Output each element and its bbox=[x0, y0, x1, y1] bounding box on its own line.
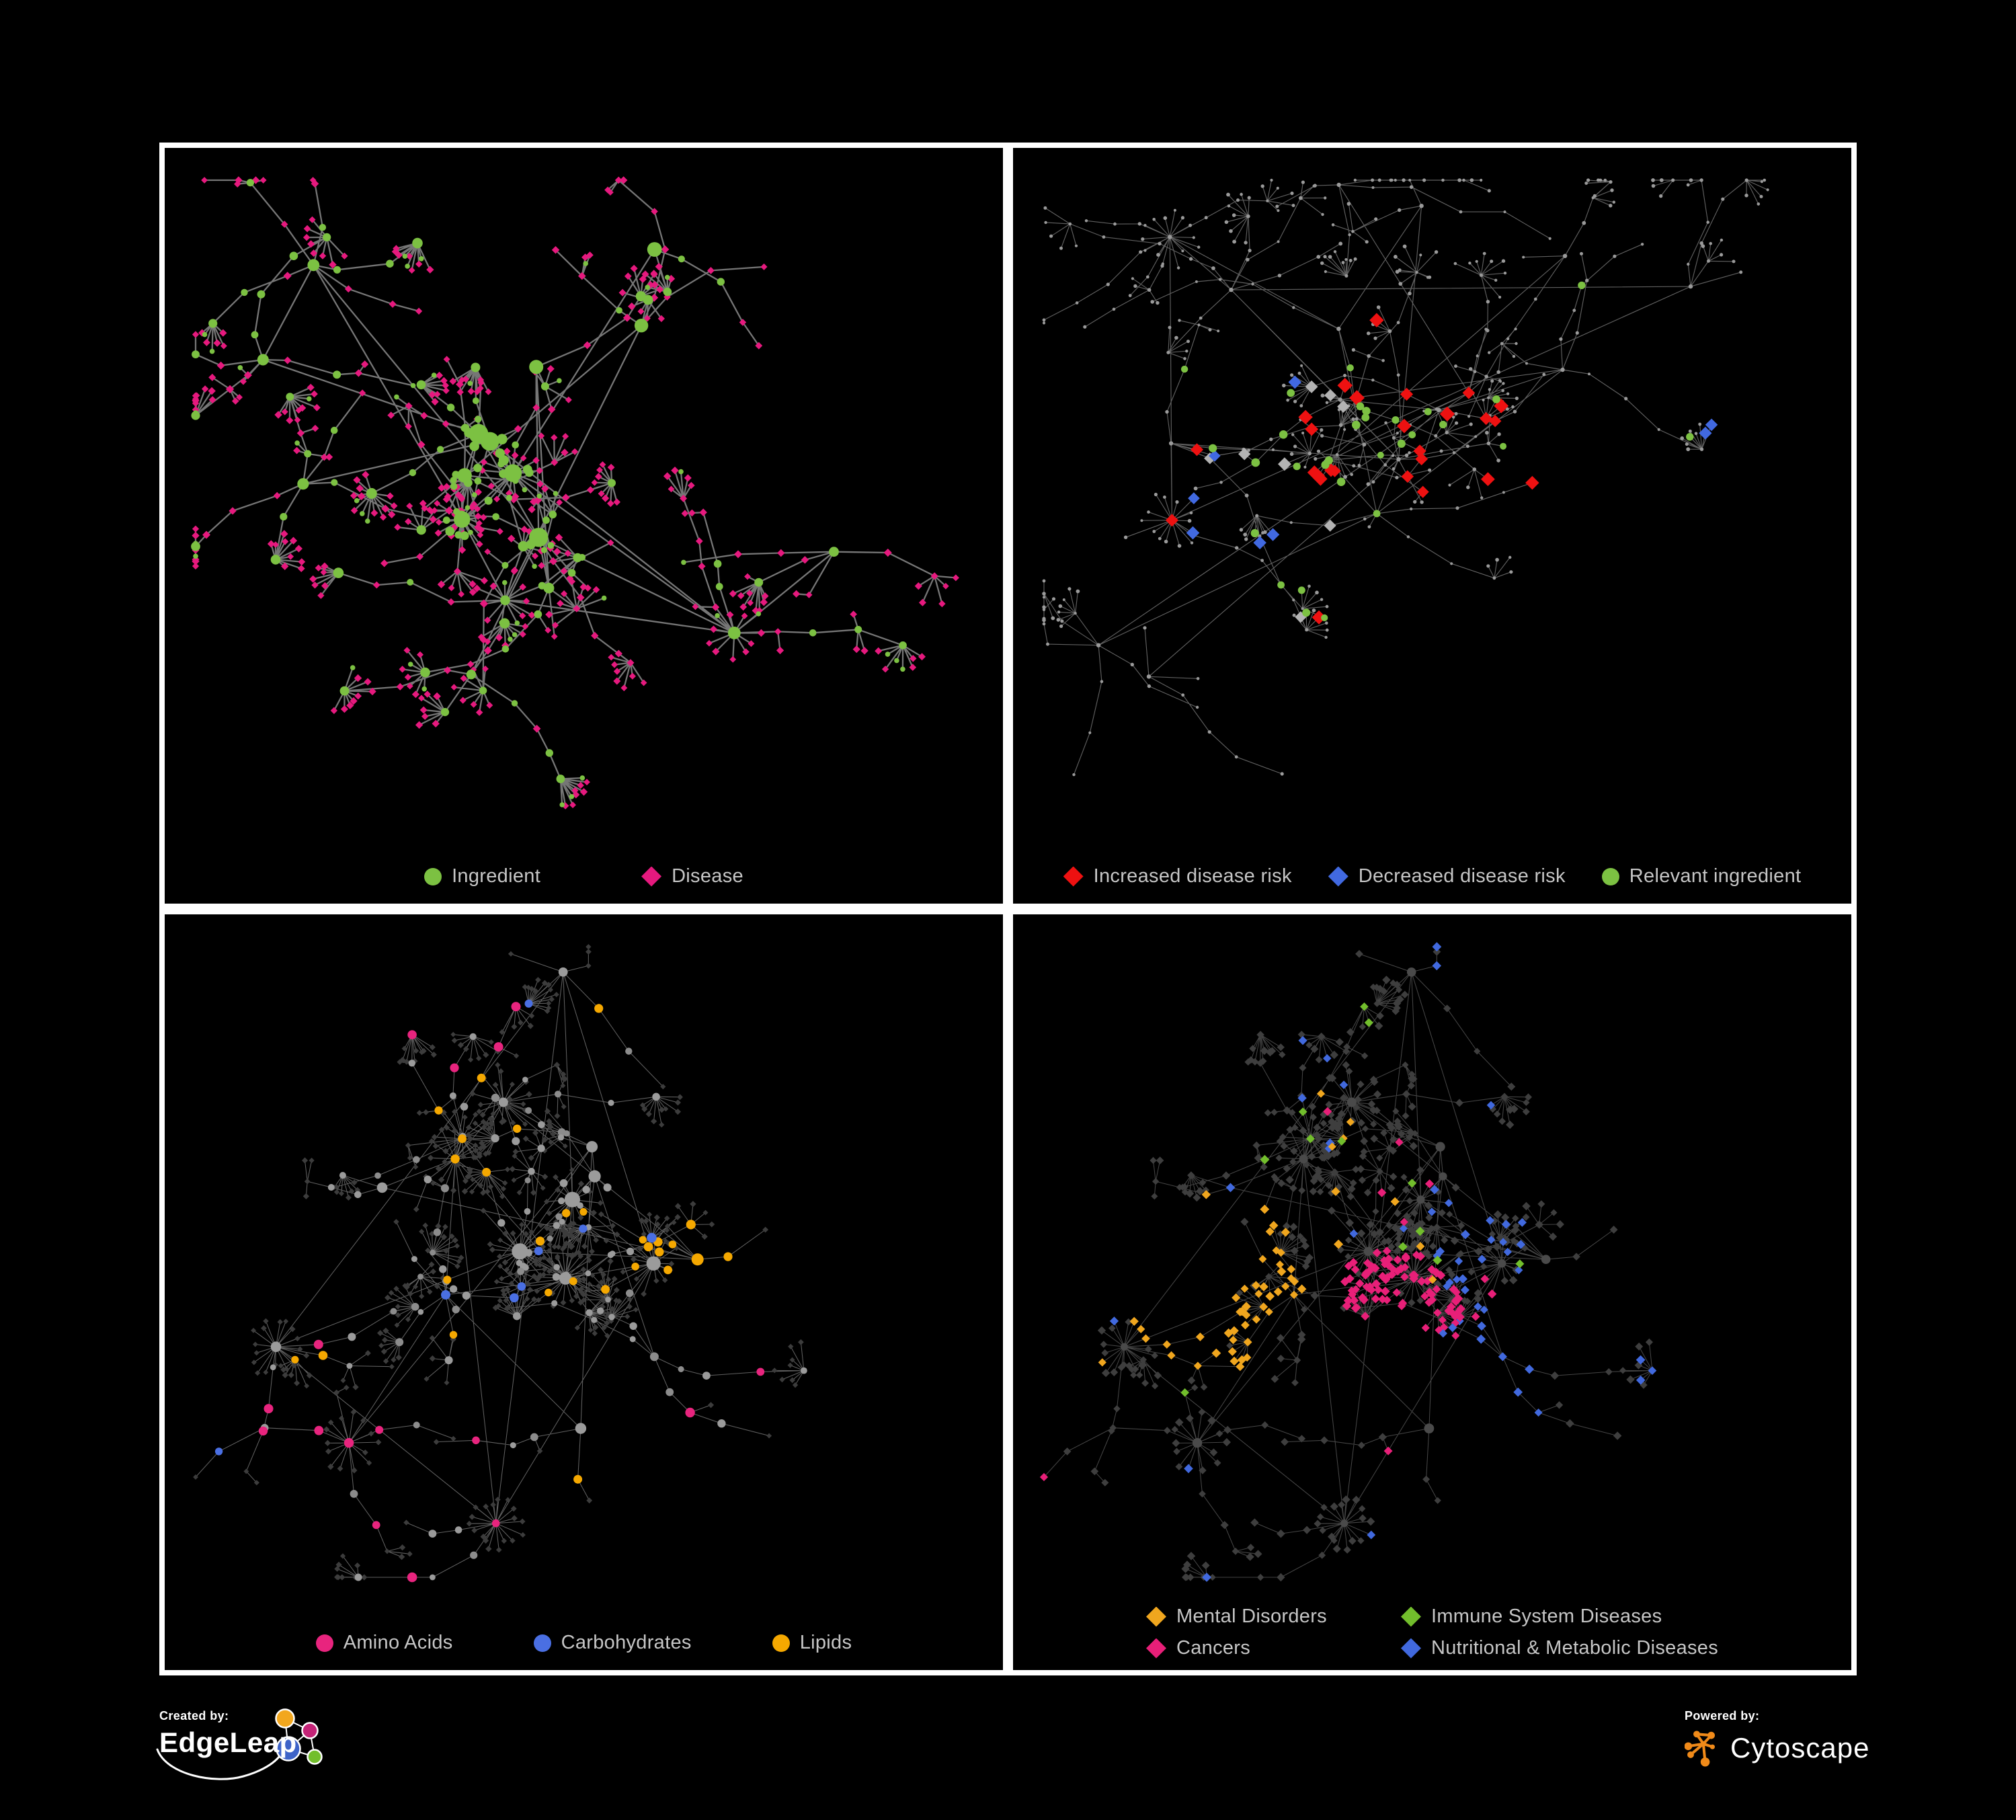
ingredient-disease-network-graph bbox=[191, 176, 959, 809]
legend-label-immune-system-diseases: Immune System Diseases bbox=[1430, 1606, 1662, 1627]
disease-diamond-swatch bbox=[641, 866, 662, 887]
legend-label-ingredient: Ingredient bbox=[452, 865, 541, 887]
legend-disease-risk: Increased disease risk Decreased disease … bbox=[1013, 865, 1851, 887]
legend-item-amino-acids: Amino Acids bbox=[315, 1632, 453, 1654]
disease-category-network-graph bbox=[1039, 942, 1657, 1582]
legend-label-amino-acids: Amino Acids bbox=[343, 1632, 453, 1653]
cancers-diamond-swatch bbox=[1145, 1638, 1166, 1659]
legend-label-mental-disorders: Mental Disorders bbox=[1176, 1606, 1327, 1627]
amino-acids-circle-swatch bbox=[315, 1634, 333, 1652]
legend-label-carbohydrates: Carbohydrates bbox=[561, 1632, 692, 1653]
panel-disease-risk-network: Increased disease risk Decreased disease … bbox=[1008, 143, 1857, 909]
legend-label-decreased-disease-risk: Decreased disease risk bbox=[1358, 865, 1566, 887]
legend-item-carbohydrates: Carbohydrates bbox=[533, 1632, 692, 1654]
legend-item-decreased-disease-risk: Decreased disease risk bbox=[1328, 865, 1566, 887]
mental-disorders-diamond-swatch bbox=[1145, 1606, 1166, 1627]
panel-ingredient-disease-network: Ingredient Disease bbox=[159, 143, 1008, 909]
powered-by-label: Powered by: bbox=[1685, 1709, 1760, 1723]
relevant-ingredient-circle-swatch bbox=[1601, 867, 1619, 885]
cytoscape-wordmark: Cytoscape bbox=[1730, 1732, 1870, 1764]
created-by-label: Created by: bbox=[159, 1709, 229, 1723]
cytoscape-logo-icon bbox=[1685, 1731, 1715, 1767]
panel-macronutrient-network: Amino Acids Carbohydrates Lipids bbox=[159, 909, 1008, 1675]
nutritional-and-metabolic-diseases-diamond-swatch bbox=[1400, 1638, 1421, 1659]
powered-by-block: Powered by: Cytoscape bbox=[1685, 1709, 1869, 1768]
legend-label-increased-disease-risk: Increased disease risk bbox=[1093, 865, 1292, 887]
legend-label-relevant-ingredient: Relevant ingredient bbox=[1629, 865, 1802, 887]
legend-item-increased-disease-risk: Increased disease risk bbox=[1063, 865, 1292, 887]
legend-item-lipids: Lipids bbox=[772, 1632, 852, 1654]
disease-risk-network-graph bbox=[1042, 178, 1769, 777]
legend-item-cancers: Cancers bbox=[1145, 1637, 1327, 1659]
decreased-disease-risk-diamond-swatch bbox=[1328, 866, 1348, 887]
legend-item-immune-system-diseases: Immune System Diseases bbox=[1400, 1606, 1718, 1628]
legend-label-nutritional-and-metabolic-diseases: Nutritional & Metabolic Diseases bbox=[1430, 1637, 1719, 1659]
panel-disease-category-network: Mental Disorders Immune System Diseases Ca… bbox=[1008, 909, 1857, 1675]
macronutrient-network-graph bbox=[193, 944, 807, 1583]
created-by-block: Created by: EdgeLeap bbox=[156, 1708, 323, 1780]
legend-item-disease: Disease bbox=[641, 865, 743, 887]
legend-item-mental-disorders: Mental Disorders bbox=[1145, 1606, 1327, 1628]
immune-system-diseases-diamond-swatch bbox=[1400, 1606, 1421, 1627]
edgeleap-wordmark: EdgeLeap bbox=[159, 1727, 297, 1758]
legend-item-ingredient: Ingredient bbox=[424, 865, 540, 887]
increased-disease-risk-diamond-swatch bbox=[1063, 866, 1084, 887]
legend-item-relevant-ingredient: Relevant ingredient bbox=[1601, 865, 1802, 887]
legend-label-cancers: Cancers bbox=[1176, 1637, 1251, 1659]
legend-macronutrients: Amino Acids Carbohydrates Lipids bbox=[165, 1632, 1003, 1654]
legend-label-disease: Disease bbox=[672, 865, 743, 887]
legend-label-lipids: Lipids bbox=[799, 1632, 852, 1653]
lipids-circle-swatch bbox=[772, 1634, 790, 1652]
legend-item-nutritional-and-metabolic-diseases: Nutritional & Metabolic Diseases bbox=[1400, 1637, 1719, 1659]
carbohydrates-circle-swatch bbox=[533, 1634, 551, 1652]
ingredient-circle-swatch bbox=[424, 867, 442, 885]
legend-disease-categories: Mental Disorders Immune System Diseases Ca… bbox=[1013, 1606, 1851, 1659]
legend-ingredient-disease: Ingredient Disease bbox=[165, 865, 1003, 887]
